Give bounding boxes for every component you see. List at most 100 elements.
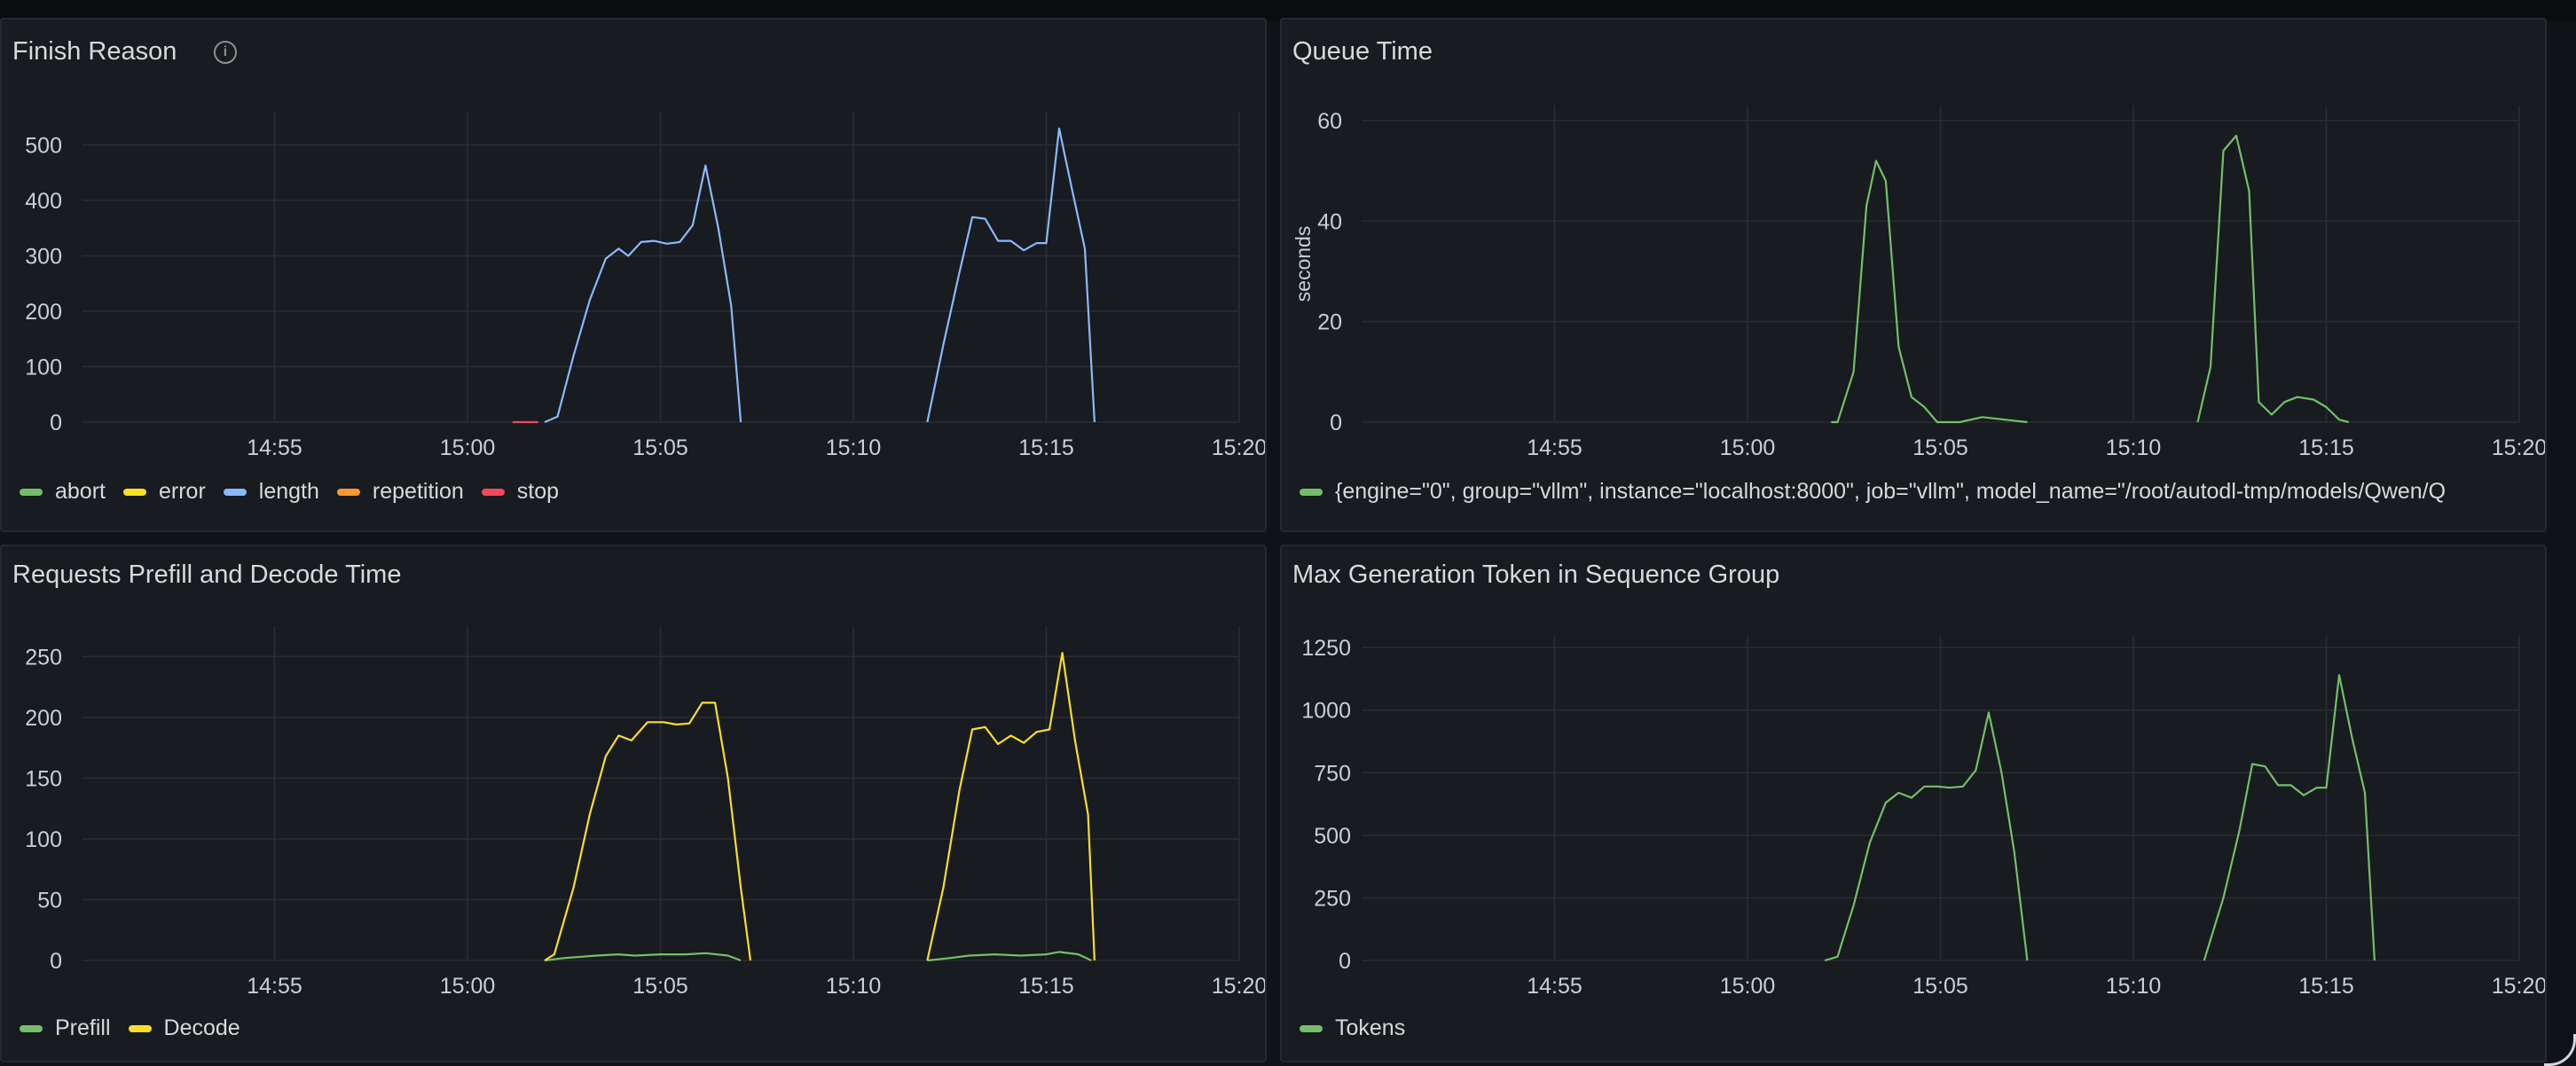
x-tick-label: 15:10	[2106, 974, 2162, 999]
window-corner	[2544, 1034, 2576, 1066]
series-line-Decode	[544, 702, 752, 961]
x-tick-label: 15:20	[2492, 974, 2547, 999]
y-tick-label: 0	[1339, 949, 1351, 974]
x-tick-label: 15:00	[440, 435, 496, 460]
y-tick-label: 40	[1317, 209, 1342, 234]
chart-prefill-decode-time: 0 50 100 150 200 250 14:55 15:00 15:05 15:10 15:15…	[25, 626, 1267, 999]
x-tick-label: 15:20	[1212, 974, 1267, 999]
x-tick-label: 15:15	[2298, 974, 2354, 999]
x-tick-label: 14:55	[247, 435, 302, 460]
panel-finish-reason: Finish Reason i 0 100 200 300 400 500 14:55 15:…	[0, 18, 1267, 532]
legend-swatch	[1300, 1024, 1323, 1032]
y-tick-label: 250	[25, 645, 62, 670]
y-tick-label: 500	[1314, 824, 1351, 849]
x-tick-label: 14:55	[1527, 974, 1583, 999]
y-tick-label: 0	[50, 949, 62, 974]
legend-label: error	[158, 479, 206, 504]
y-tick-label: 400	[25, 189, 62, 214]
panel-title: Queue Time	[1292, 37, 1433, 66]
legend-item[interactable]: Decode	[128, 1015, 240, 1041]
y-tick-label: 100	[25, 356, 62, 380]
legend-swatch	[223, 488, 247, 496]
legend-label: length	[258, 479, 319, 504]
legend-swatch	[336, 488, 360, 496]
legend-swatch	[481, 488, 505, 496]
x-tick-label: 14:55	[247, 974, 302, 999]
series-line--engine-0-group-vllm-instance-	[2196, 134, 2350, 424]
series-line-length	[926, 127, 1096, 423]
legend: abort error length repetition stop	[20, 479, 577, 505]
y-tick-label: 50	[37, 888, 62, 913]
series-line-Tokens	[1824, 711, 2029, 962]
y-tick-label: 250	[1314, 886, 1351, 911]
x-tick-label: 15:10	[2106, 435, 2162, 460]
y-tick-label: 750	[1314, 761, 1351, 786]
y-tick-label: 1000	[1301, 699, 1351, 724]
series-line-Prefill	[927, 951, 1092, 962]
y-tick-label: 60	[1317, 109, 1342, 134]
panel-title: Finish Reason	[12, 37, 177, 66]
legend-label: stop	[516, 479, 560, 504]
chart-queue-time: 0 20 40 60 14:55 15:00 15:05 15:10 15:15 15:20 sec…	[1292, 106, 2547, 460]
series-line-Prefill	[544, 952, 742, 962]
panel-queue-time: Queue Time 0 20 40 60 14:55 15:00 15:05 15:10 15…	[1280, 18, 2547, 532]
panel-title: Requests Prefill and Decode Time	[12, 560, 402, 589]
y-tick-label: 300	[25, 245, 62, 270]
legend-item[interactable]: error	[122, 479, 206, 505]
chart-finish-reason: 0 100 200 300 400 500 14:55 15:00 15:05 15:10 15:1…	[25, 112, 1267, 460]
chart-max-generation-token: 0 250 500 750 1000 1250 14:55 15:00 15:05 15:10 15…	[1301, 635, 2547, 999]
legend-swatch	[20, 1024, 43, 1032]
legend-label: Decode	[163, 1015, 240, 1040]
x-tick-label: 14:55	[1527, 435, 1583, 460]
legend-swatch	[128, 1024, 152, 1032]
series-line-Tokens	[2203, 674, 2376, 961]
legend-label: abort	[55, 479, 106, 504]
series-line-length	[544, 164, 742, 424]
panel-max-generation-token: Max Generation Token in Sequence Group 0…	[1280, 545, 2547, 1062]
y-tick-label: 200	[25, 300, 62, 325]
y-tick-label: 0	[1330, 411, 1342, 435]
legend-item[interactable]: Prefill	[20, 1015, 111, 1041]
x-tick-label: 15:10	[826, 974, 882, 999]
y-tick-label: 500	[25, 134, 62, 159]
x-tick-label: 15:05	[1912, 974, 1968, 999]
legend-swatch	[20, 488, 43, 496]
legend-swatch	[1300, 488, 1323, 496]
x-tick-label: 15:05	[1912, 435, 1968, 460]
legend-label: Prefill	[55, 1015, 111, 1040]
x-tick-label: 15:15	[1018, 974, 1074, 999]
legend-label: {engine="0", group="vllm", instance="loc…	[1335, 479, 2446, 504]
legend-item[interactable]: abort	[20, 479, 106, 505]
info-icon[interactable]: i	[214, 41, 237, 64]
legend: {engine="0", group="vllm", instance="loc…	[1300, 479, 2541, 505]
x-tick-label: 15:05	[632, 435, 688, 460]
y-axis-label: seconds	[1292, 226, 1315, 302]
legend-item[interactable]: length	[223, 479, 319, 505]
x-tick-label: 15:10	[826, 435, 882, 460]
x-tick-label: 15:20	[1212, 435, 1267, 460]
legend-item[interactable]: repetition	[336, 479, 464, 505]
legend-label: repetition	[372, 479, 464, 504]
x-tick-label: 15:20	[2492, 435, 2547, 460]
legend-swatch	[122, 488, 146, 496]
x-tick-label: 15:15	[1018, 435, 1074, 460]
y-tick-label: 20	[1317, 310, 1342, 335]
x-tick-label: 15:05	[632, 974, 688, 999]
series-line-Decode	[926, 652, 1096, 961]
x-tick-label: 15:00	[1720, 974, 1776, 999]
y-tick-label: 0	[50, 411, 62, 435]
y-tick-label: 100	[25, 827, 62, 852]
x-tick-label: 15:15	[2298, 435, 2354, 460]
legend-item[interactable]: Tokens	[1300, 1015, 1405, 1041]
legend-item[interactable]: stop	[481, 479, 560, 505]
x-tick-label: 15:00	[440, 974, 496, 999]
legend: Tokens	[1300, 1015, 1423, 1041]
panel-prefill-decode-time: Requests Prefill and Decode Time 0 50 100 1…	[0, 545, 1267, 1062]
x-tick-label: 15:00	[1720, 435, 1776, 460]
series-line--engine-0-group-vllm-instance-	[1831, 160, 2028, 424]
y-tick-label: 1250	[1301, 636, 1351, 661]
legend-item[interactable]: {engine="0", group="vllm", instance="loc…	[1300, 479, 2446, 505]
panel-title: Max Generation Token in Sequence Group	[1292, 560, 1780, 589]
legend: Prefill Decode	[20, 1015, 258, 1041]
y-tick-label: 150	[25, 766, 62, 791]
